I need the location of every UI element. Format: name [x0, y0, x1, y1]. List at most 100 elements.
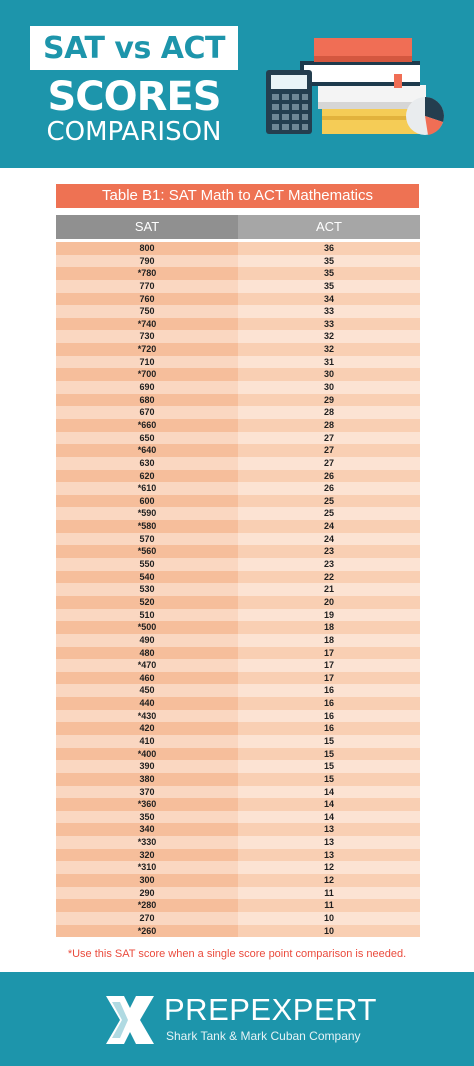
act-score-cell: 17: [238, 646, 420, 660]
act-score-cell: 36: [238, 242, 420, 255]
sat-score-cell: 650: [56, 431, 238, 445]
title-box: SAT vs ACT: [30, 26, 238, 70]
act-score-cell: 30: [238, 368, 420, 382]
footer-banner: PREPEXPERT Shark Tank & Mark Cuban Compa…: [0, 972, 474, 1066]
table-row: 730 32: [56, 330, 420, 344]
table-row: 460 17: [56, 671, 420, 685]
act-score-cell: 19: [238, 608, 420, 622]
act-score-cell: 23: [238, 558, 420, 571]
act-score-cell: 11: [238, 886, 420, 900]
table-row: 800 36: [56, 242, 420, 255]
table-row: 760 34: [56, 292, 420, 306]
act-score-cell: 34: [238, 292, 420, 306]
act-score-cell: 26: [238, 482, 420, 495]
table-row: 690 30: [56, 381, 420, 394]
sat-score-cell: 520: [56, 595, 238, 609]
sat-score-cell: *780: [56, 267, 238, 280]
sat-score-cell: 290: [56, 886, 238, 900]
sat-score-cell: 550: [56, 558, 238, 571]
sat-score-cell: 690: [56, 381, 238, 394]
sat-score-cell: 270: [56, 911, 238, 925]
sat-score-cell: 480: [56, 646, 238, 660]
table-row: 520 20: [56, 595, 420, 609]
sat-score-cell: *400: [56, 747, 238, 761]
sat-score-cell: 680: [56, 393, 238, 407]
sat-score-cell: 750: [56, 305, 238, 318]
table-row: *500 18: [56, 621, 420, 634]
act-score-cell: 24: [238, 532, 420, 546]
act-score-cell: 33: [238, 305, 420, 318]
sat-score-cell: *260: [56, 924, 238, 938]
act-score-cell: 20: [238, 595, 420, 609]
act-score-cell: 15: [238, 760, 420, 773]
act-score-cell: 29: [238, 393, 420, 407]
table-row: 710 31: [56, 355, 420, 369]
sat-score-cell: *310: [56, 861, 238, 875]
title-scores: SCORES: [47, 74, 221, 120]
sat-score-cell: *720: [56, 343, 238, 356]
sat-score-cell: 510: [56, 608, 238, 622]
sat-score-cell: *500: [56, 621, 238, 634]
act-score-cell: 32: [238, 343, 420, 356]
brand-tagline: Shark Tank & Mark Cuban Company: [166, 1029, 361, 1043]
table-row: *590 25: [56, 507, 420, 521]
column-header-act: ACT: [238, 215, 420, 239]
table-row: *780 35: [56, 267, 420, 280]
table-body: 800 36 790 35 *780 35 770 35 760 34 750 33 *740 33 730…: [56, 242, 420, 938]
table-row: 340 13: [56, 823, 420, 837]
table-row: 540 22: [56, 570, 420, 584]
act-score-cell: 14: [238, 810, 420, 824]
act-score-cell: 25: [238, 507, 420, 521]
act-score-cell: 27: [238, 431, 420, 445]
sat-score-cell: *590: [56, 507, 238, 521]
table-row: 270 10: [56, 911, 420, 925]
table-row: *560 23: [56, 545, 420, 559]
table-row: *640 27: [56, 444, 420, 457]
table-row: *660 28: [56, 418, 420, 432]
act-score-cell: 28: [238, 418, 420, 432]
act-score-cell: 16: [238, 722, 420, 735]
table-row: 510 19: [56, 608, 420, 622]
table-row: 630 27: [56, 456, 420, 470]
sat-score-cell: *330: [56, 836, 238, 849]
sat-score-cell: 770: [56, 279, 238, 293]
table-row: 650 27: [56, 431, 420, 445]
act-score-cell: 25: [238, 494, 420, 508]
sat-score-cell: *470: [56, 659, 238, 672]
act-score-cell: 35: [238, 279, 420, 293]
sat-score-cell: *660: [56, 418, 238, 432]
sat-score-cell: 620: [56, 469, 238, 483]
table-row: 570 24: [56, 532, 420, 546]
sat-score-cell: 530: [56, 583, 238, 596]
sat-score-cell: *610: [56, 482, 238, 495]
act-score-cell: 18: [238, 633, 420, 647]
table-row: 490 18: [56, 633, 420, 647]
sat-score-cell: 370: [56, 785, 238, 799]
sat-score-cell: 570: [56, 532, 238, 546]
sat-score-cell: 670: [56, 406, 238, 419]
act-score-cell: 32: [238, 330, 420, 344]
act-score-cell: 10: [238, 911, 420, 925]
table-row: 620 26: [56, 469, 420, 483]
header-banner: SAT vs ACT SCORES COMPARISON: [0, 0, 474, 168]
act-score-cell: 21: [238, 583, 420, 596]
study-illustration: [266, 38, 444, 135]
table-row: 320 13: [56, 848, 420, 862]
act-score-cell: 11: [238, 899, 420, 912]
act-score-cell: 16: [238, 697, 420, 710]
sat-score-cell: *580: [56, 520, 238, 533]
table-row: *330 13: [56, 836, 420, 849]
table-header-row: SAT ACT: [56, 215, 420, 239]
table-row: 370 14: [56, 785, 420, 799]
column-header-sat: SAT: [56, 215, 238, 239]
act-score-cell: 14: [238, 785, 420, 799]
table-row: 410 15: [56, 734, 420, 748]
footnote: *Use this SAT score when a single score …: [67, 948, 407, 960]
sat-score-cell: *280: [56, 899, 238, 912]
title-sat-vs-act: SAT vs ACT: [43, 30, 225, 66]
table-row: *470 17: [56, 659, 420, 672]
table-row: 750 33: [56, 305, 420, 318]
act-score-cell: 17: [238, 671, 420, 685]
act-score-cell: 23: [238, 545, 420, 559]
prepexpert-logo-icon: [106, 996, 154, 1044]
